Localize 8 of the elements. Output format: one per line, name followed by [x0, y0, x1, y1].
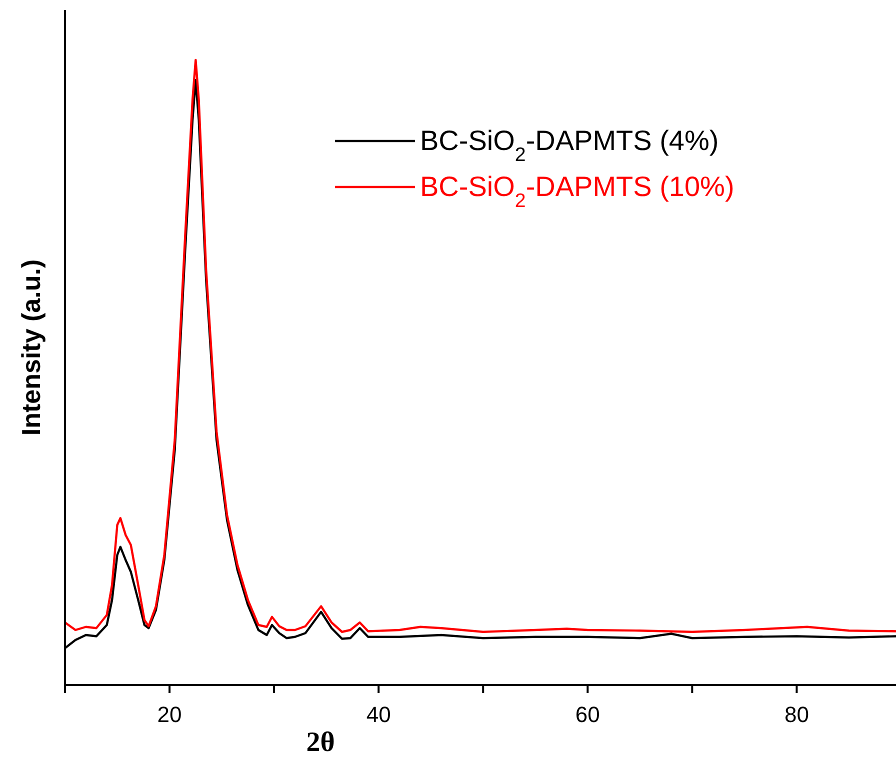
legend-label: BC-SiO$_{2}$-DAPMTS (10%) [420, 171, 734, 212]
x-tick-label: 60 [575, 702, 600, 727]
legend-label: BC-SiO$_{2}$-DAPMTS (4%) [420, 125, 719, 166]
x-tick-label: 20 [157, 702, 182, 727]
x-tick-label: 80 [784, 702, 809, 727]
y-axis-title: Intensity (a.u.) [16, 259, 46, 436]
x-axis-title: 2θ [306, 727, 335, 758]
x-tick-label: 40 [366, 702, 391, 727]
